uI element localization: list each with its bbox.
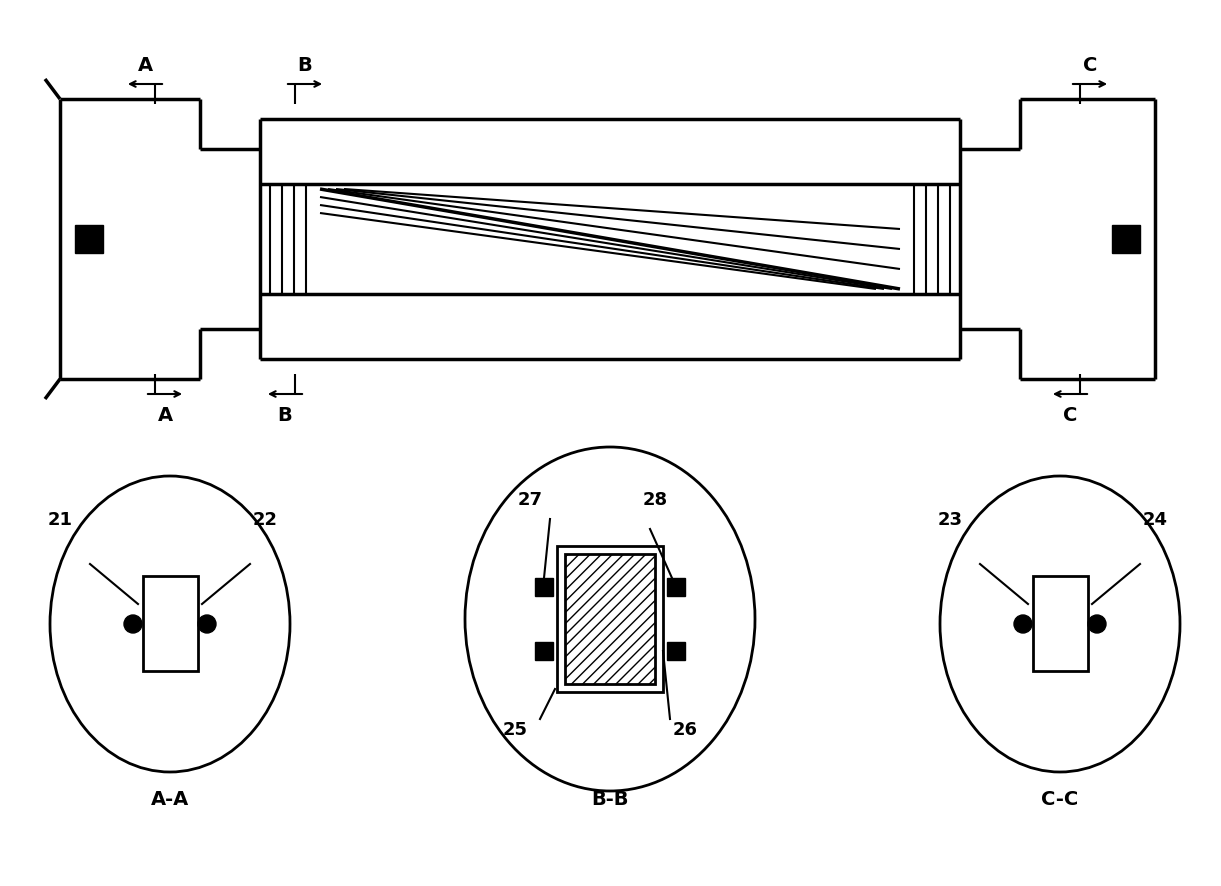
Bar: [143, 577, 198, 672]
Text: 25: 25: [503, 720, 527, 738]
Text: A: A: [158, 405, 172, 424]
Text: 26: 26: [673, 720, 697, 738]
Bar: [667, 579, 685, 596]
Ellipse shape: [940, 477, 1179, 772]
Text: B: B: [298, 56, 313, 74]
Text: C: C: [1083, 56, 1098, 74]
Text: B: B: [277, 405, 292, 424]
Bar: [1033, 577, 1088, 672]
Bar: [1112, 226, 1140, 253]
Text: 22: 22: [253, 510, 277, 528]
Text: A: A: [138, 56, 153, 74]
Circle shape: [125, 615, 142, 633]
Bar: [667, 642, 685, 660]
Bar: [565, 555, 654, 684]
Text: C-C: C-C: [1042, 789, 1078, 809]
Bar: [535, 579, 553, 596]
Text: B-B: B-B: [591, 789, 629, 809]
Text: 21: 21: [48, 510, 72, 528]
Circle shape: [1013, 615, 1032, 633]
Bar: [535, 642, 553, 660]
Text: 23: 23: [938, 510, 962, 528]
Text: C: C: [1062, 405, 1077, 424]
Ellipse shape: [465, 447, 755, 791]
Text: 24: 24: [1143, 510, 1167, 528]
Bar: [74, 226, 103, 253]
Circle shape: [198, 615, 216, 633]
Text: 28: 28: [642, 491, 668, 509]
Text: 27: 27: [518, 491, 542, 509]
Circle shape: [1088, 615, 1106, 633]
Ellipse shape: [50, 477, 291, 772]
Bar: [557, 547, 663, 692]
Text: A-A: A-A: [151, 789, 189, 809]
